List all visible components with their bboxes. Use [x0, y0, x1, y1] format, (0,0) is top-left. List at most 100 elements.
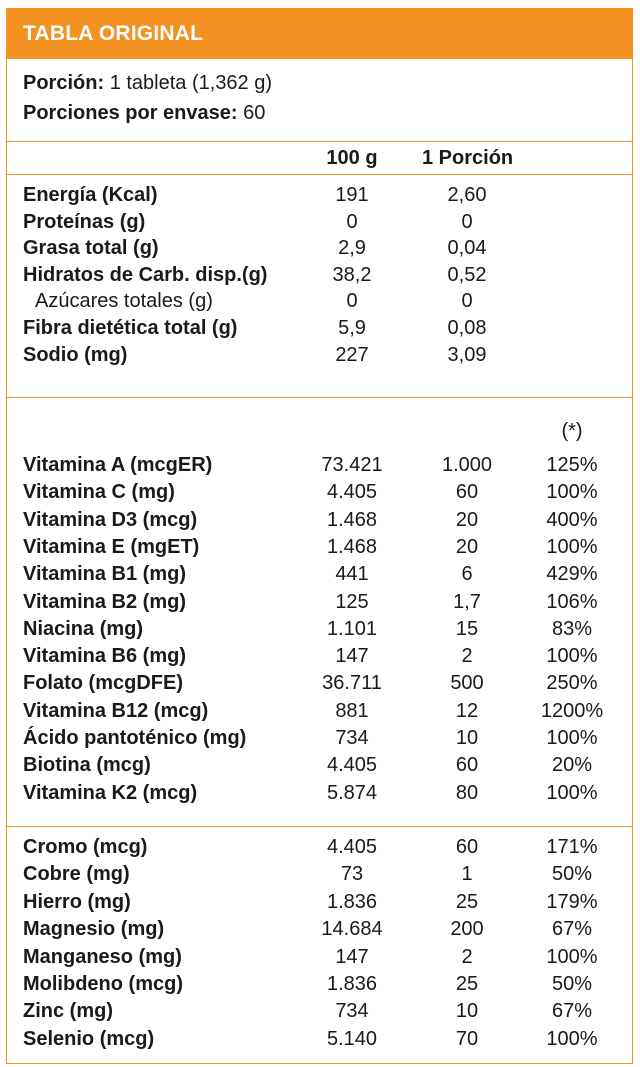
value-daily-percent: 100% [546, 1027, 598, 1050]
value-100g: 73 [340, 863, 364, 886]
value-100g: 191 [335, 184, 369, 206]
value-100g: 1.468 [326, 508, 378, 531]
row-label: Vitamina B2 (mg) [23, 590, 186, 613]
value-100g: 4.405 [326, 481, 378, 504]
value-portion: 25 [455, 973, 479, 995]
value-portion: 15 [455, 617, 479, 640]
row-label: Biotina (mcg) [23, 754, 151, 777]
value-100g: 2,9 [338, 237, 366, 260]
row-label: Cobre (mg) [23, 863, 130, 886]
value-portion: 500 [450, 672, 484, 695]
value-portion: 0 [461, 210, 473, 233]
row-label: Manganeso (mg) [23, 945, 182, 968]
value-portion: 6 [461, 563, 473, 586]
value-100g: 1.468 [326, 535, 378, 558]
value-100g: 73.421 [321, 454, 383, 476]
column-header-100g: 100 g [326, 147, 378, 169]
value-100g: 36.711 [322, 672, 382, 695]
value-portion: 60 [455, 754, 479, 777]
value-daily-percent: 171% [546, 836, 598, 858]
value-100g: 734 [335, 1000, 369, 1023]
value-portion: 2 [461, 945, 473, 968]
value-100g: 5,9 [338, 317, 366, 339]
row-label: Hierro (mg) [23, 890, 131, 913]
value-100g: 14.684 [321, 918, 383, 941]
value-100g: 1.836 [326, 973, 378, 995]
value-portion: 0,04 [447, 237, 487, 260]
servings-per-pack-label: Porciones por envase: [23, 102, 238, 124]
row-label: Proteínas (g) [23, 210, 146, 233]
value-portion: 0 [461, 290, 473, 313]
value-100g: 441 [335, 563, 369, 586]
value-100g: 38,2 [332, 263, 372, 286]
value-100g: 1.101 [326, 617, 378, 640]
row-label: Grasa total (g) [23, 237, 159, 260]
value-100g: 0 [346, 290, 358, 313]
value-daily-percent: 125% [546, 454, 598, 476]
value-portion: 1.000 [441, 454, 493, 476]
row-label: Vitamina B6 (mg) [23, 645, 186, 668]
value-100g: 5.140 [326, 1027, 378, 1050]
value-daily-percent: 83% [551, 617, 593, 640]
value-portion: 60 [455, 481, 479, 504]
value-100g: 734 [335, 727, 369, 749]
value-daily-percent: 100% [546, 727, 598, 749]
value-daily-percent: 50% [551, 973, 593, 995]
row-label: Ácido pantoténico (mg) [23, 727, 247, 749]
value-100g: 881 [335, 699, 369, 722]
value-portion: 70 [455, 1027, 479, 1050]
row-label: Azúcares totales (g) [35, 290, 213, 313]
row-label: Energía (Kcal) [23, 184, 158, 206]
row-label: Folato (mcgDFE) [23, 672, 183, 695]
value-daily-percent: 100% [546, 945, 598, 968]
value-daily-percent: 100% [546, 645, 598, 668]
value-100g: 147 [335, 945, 369, 968]
row-label: Sodio (mg) [23, 343, 128, 366]
row-label: Vitamina E (mgET) [23, 535, 200, 558]
value-100g: 125 [335, 590, 369, 613]
divider [7, 174, 632, 175]
value-portion: 10 [455, 1000, 479, 1023]
column-header-portion: 1 Porción [422, 147, 514, 169]
row-label: Selenio (mcg) [23, 1027, 155, 1050]
value-daily-percent: 50% [551, 863, 593, 886]
value-portion: 0,08 [447, 317, 487, 339]
portion-row: Porción: 1 tableta (1,362 g) [23, 71, 272, 95]
value-100g: 0 [346, 210, 358, 233]
row-label: Vitamina B12 (mcg) [23, 699, 209, 722]
divider [7, 141, 632, 142]
value-portion: 10 [455, 727, 479, 749]
value-100g: 227 [335, 343, 369, 366]
value-portion: 25 [455, 890, 479, 913]
value-portion: 12 [455, 699, 479, 722]
row-label: Cromo (mcg) [23, 836, 148, 858]
value-portion: 2 [461, 645, 473, 668]
row-label: Vitamina C (mg) [23, 481, 175, 504]
value-daily-percent: 100% [546, 781, 598, 804]
divider [7, 397, 632, 398]
value-portion: 200 [450, 918, 484, 941]
value-portion: 60 [455, 836, 479, 858]
value-portion: 3,09 [447, 343, 487, 366]
value-portion: 20 [455, 535, 479, 558]
row-label: Vitamina A (mcgER) [23, 454, 213, 476]
value-portion: 80 [455, 781, 479, 804]
portion-value: 1 tableta (1,362 g) [109, 72, 273, 94]
value-daily-percent: 250% [546, 672, 598, 695]
value-daily-percent: 400% [546, 508, 598, 531]
table-title: TABLA ORIGINAL [7, 9, 632, 59]
value-daily-percent: 179% [546, 890, 598, 913]
nutrition-table: TABLA ORIGINAL Porción: 1 tableta (1,362… [6, 8, 633, 1064]
value-portion: 20 [455, 508, 479, 531]
row-label: Vitamina D3 (mcg) [23, 508, 198, 531]
divider [7, 826, 632, 827]
row-label: Zinc (mg) [23, 1000, 113, 1023]
value-portion: 2,60 [447, 184, 487, 206]
value-portion: 1,7 [453, 590, 481, 613]
value-100g: 5.874 [326, 781, 378, 804]
row-label: Vitamina K2 (mcg) [23, 781, 198, 804]
row-label: Magnesio (mg) [23, 918, 165, 941]
value-daily-percent: 1200% [540, 699, 604, 722]
value-100g: 4.405 [326, 836, 378, 858]
value-100g: 147 [335, 645, 369, 668]
